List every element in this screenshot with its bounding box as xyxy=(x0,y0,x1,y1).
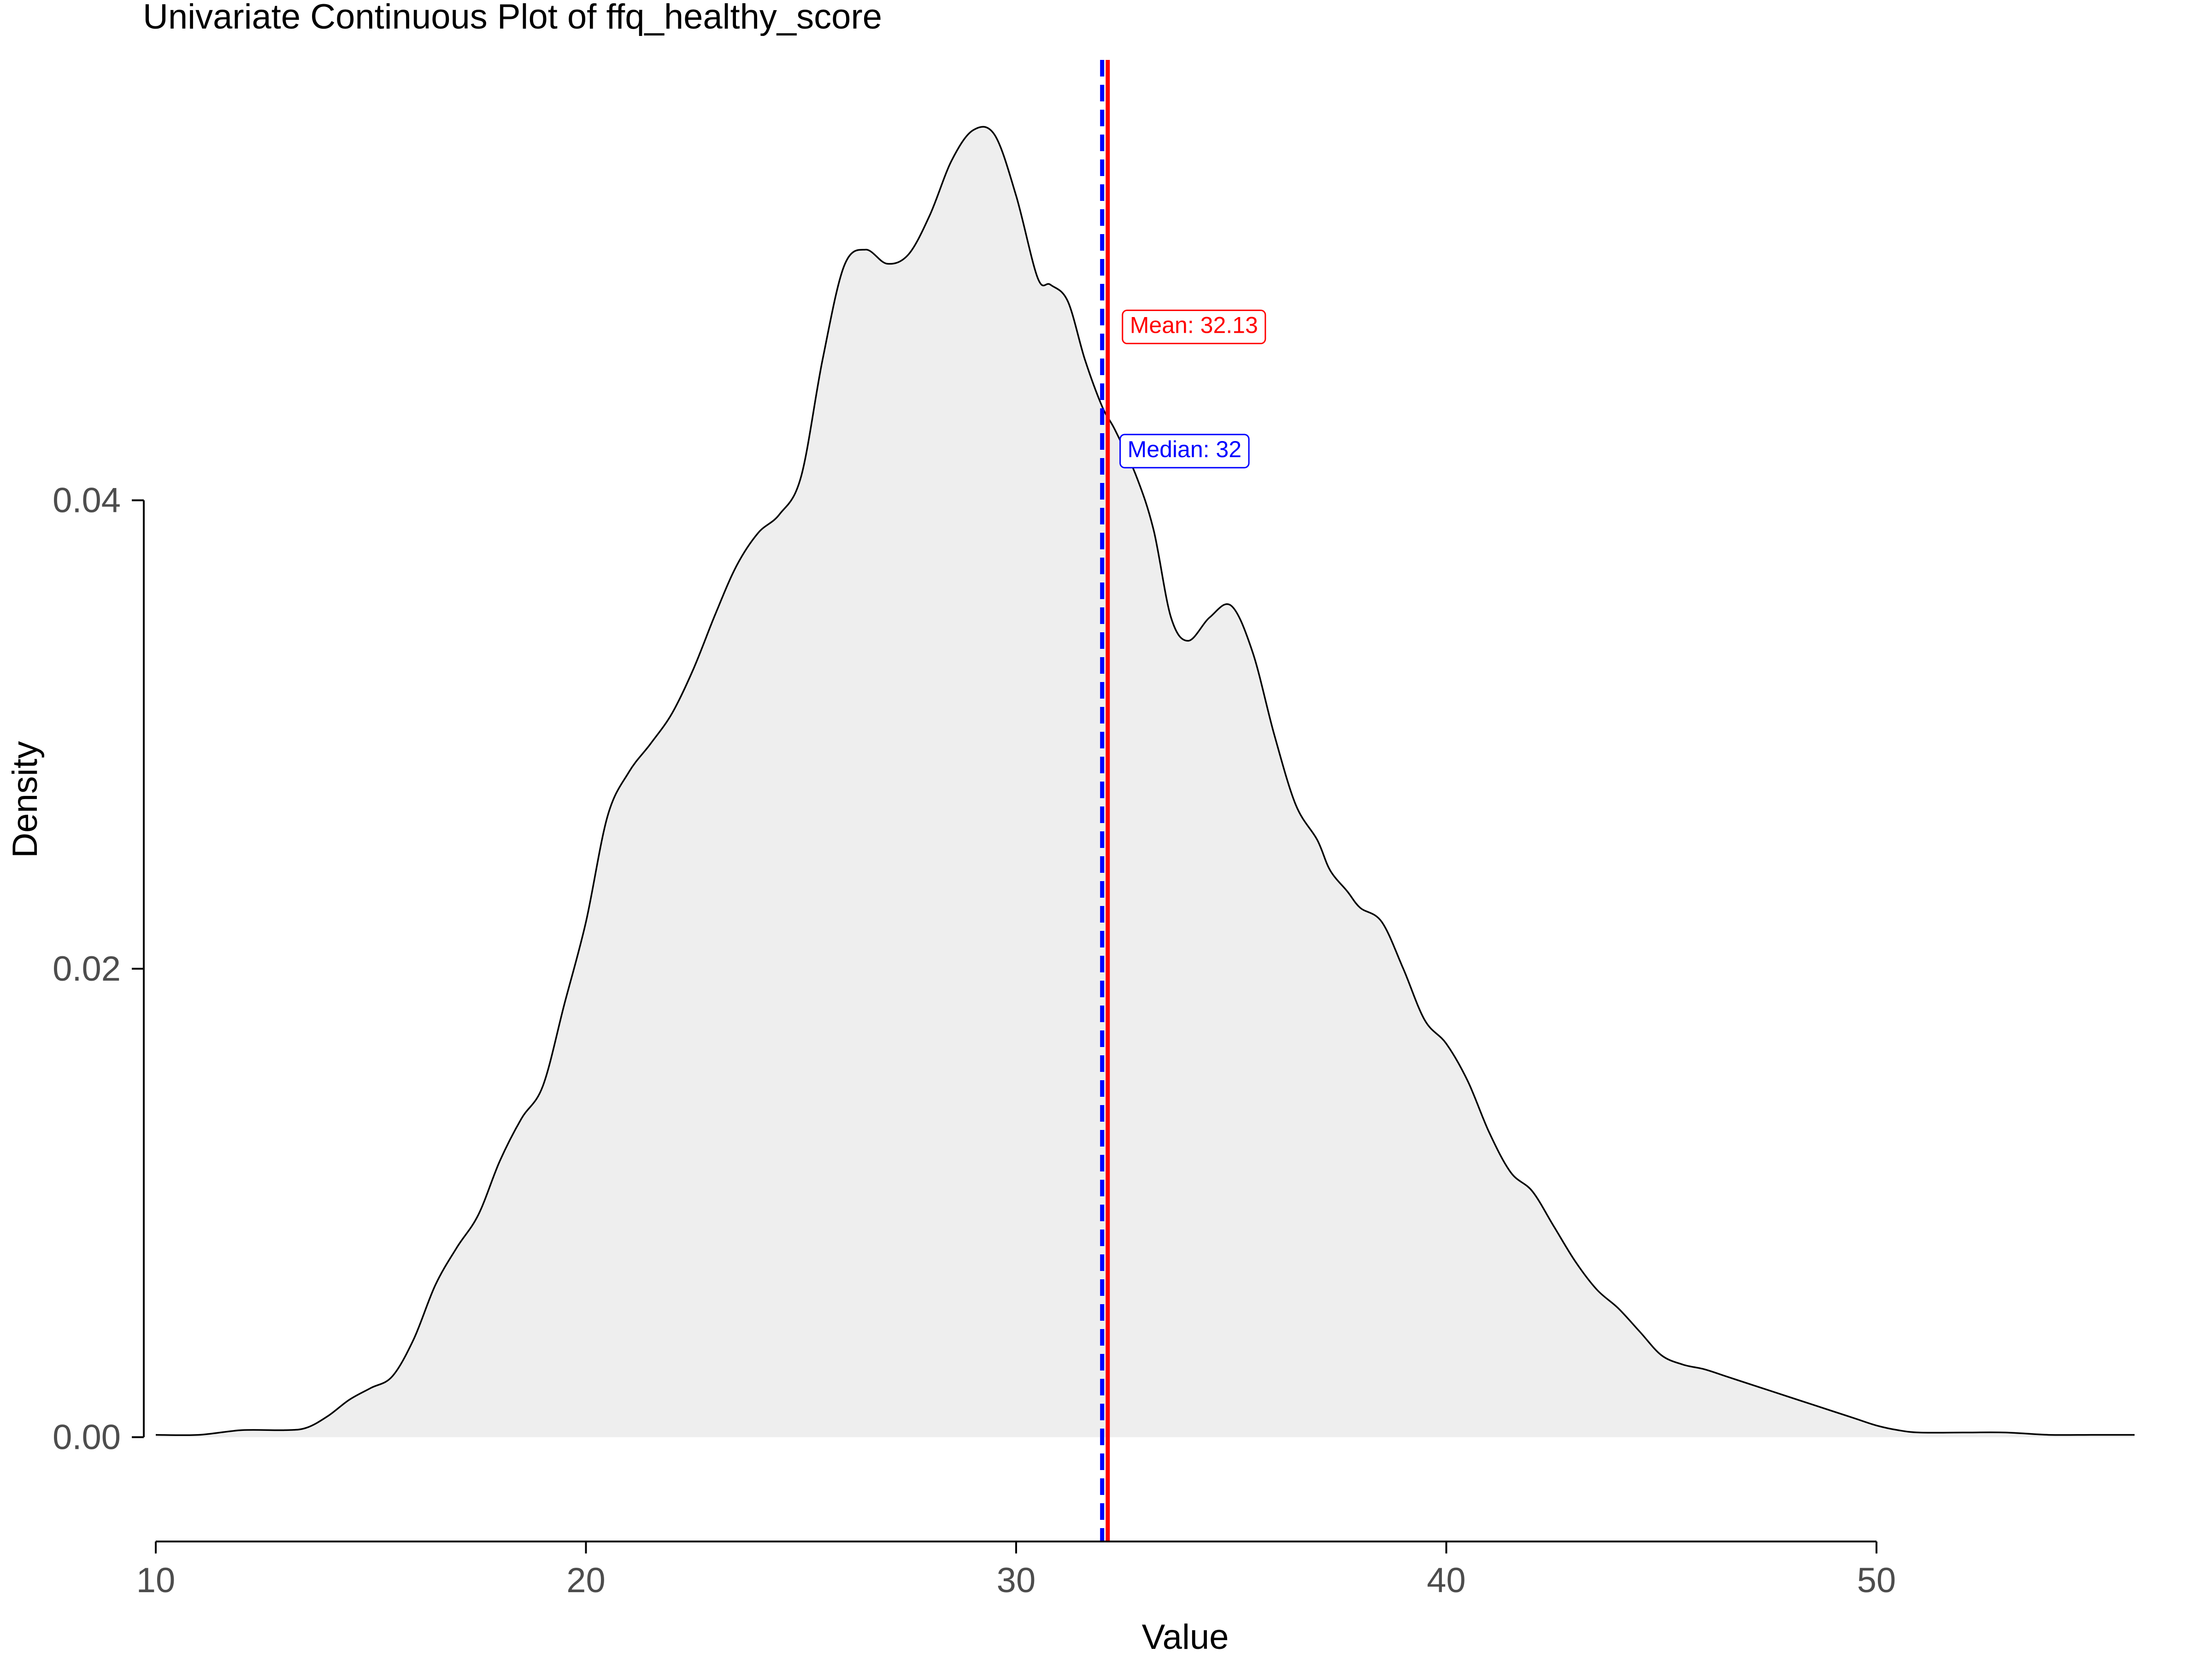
x-tick-label: 20 xyxy=(566,1561,606,1600)
x-axis-title: Value xyxy=(1142,1618,1229,1657)
y-tick-label: 0.04 xyxy=(53,481,121,520)
x-tick-label: 40 xyxy=(1427,1561,1466,1600)
x-tick-label: 10 xyxy=(136,1561,176,1600)
y-axis: 0.00 0.02 0.04 xyxy=(53,481,145,1457)
x-axis: 10 20 30 40 50 xyxy=(136,1541,1896,1600)
y-tick-label: 0.02 xyxy=(53,949,121,988)
y-tick-label: 0.00 xyxy=(53,1418,121,1457)
median-label-text: Median: 32 xyxy=(1128,436,1241,462)
density-line xyxy=(155,126,2135,1436)
density-area xyxy=(156,127,2135,1437)
mean-label-box xyxy=(1122,309,1266,344)
median-label: Median: 32 xyxy=(1119,434,1250,469)
mean-label: Mean: 32.13 xyxy=(1122,309,1266,344)
median-label-box xyxy=(1119,434,1250,469)
mean-label-text: Mean: 32.13 xyxy=(1130,312,1258,338)
chart-title: Univariate Continuous Plot of ffq_health… xyxy=(143,0,882,36)
x-tick-label: 50 xyxy=(1857,1561,1896,1600)
x-tick-label: 30 xyxy=(997,1561,1036,1600)
y-axis-title: Density xyxy=(6,741,45,858)
